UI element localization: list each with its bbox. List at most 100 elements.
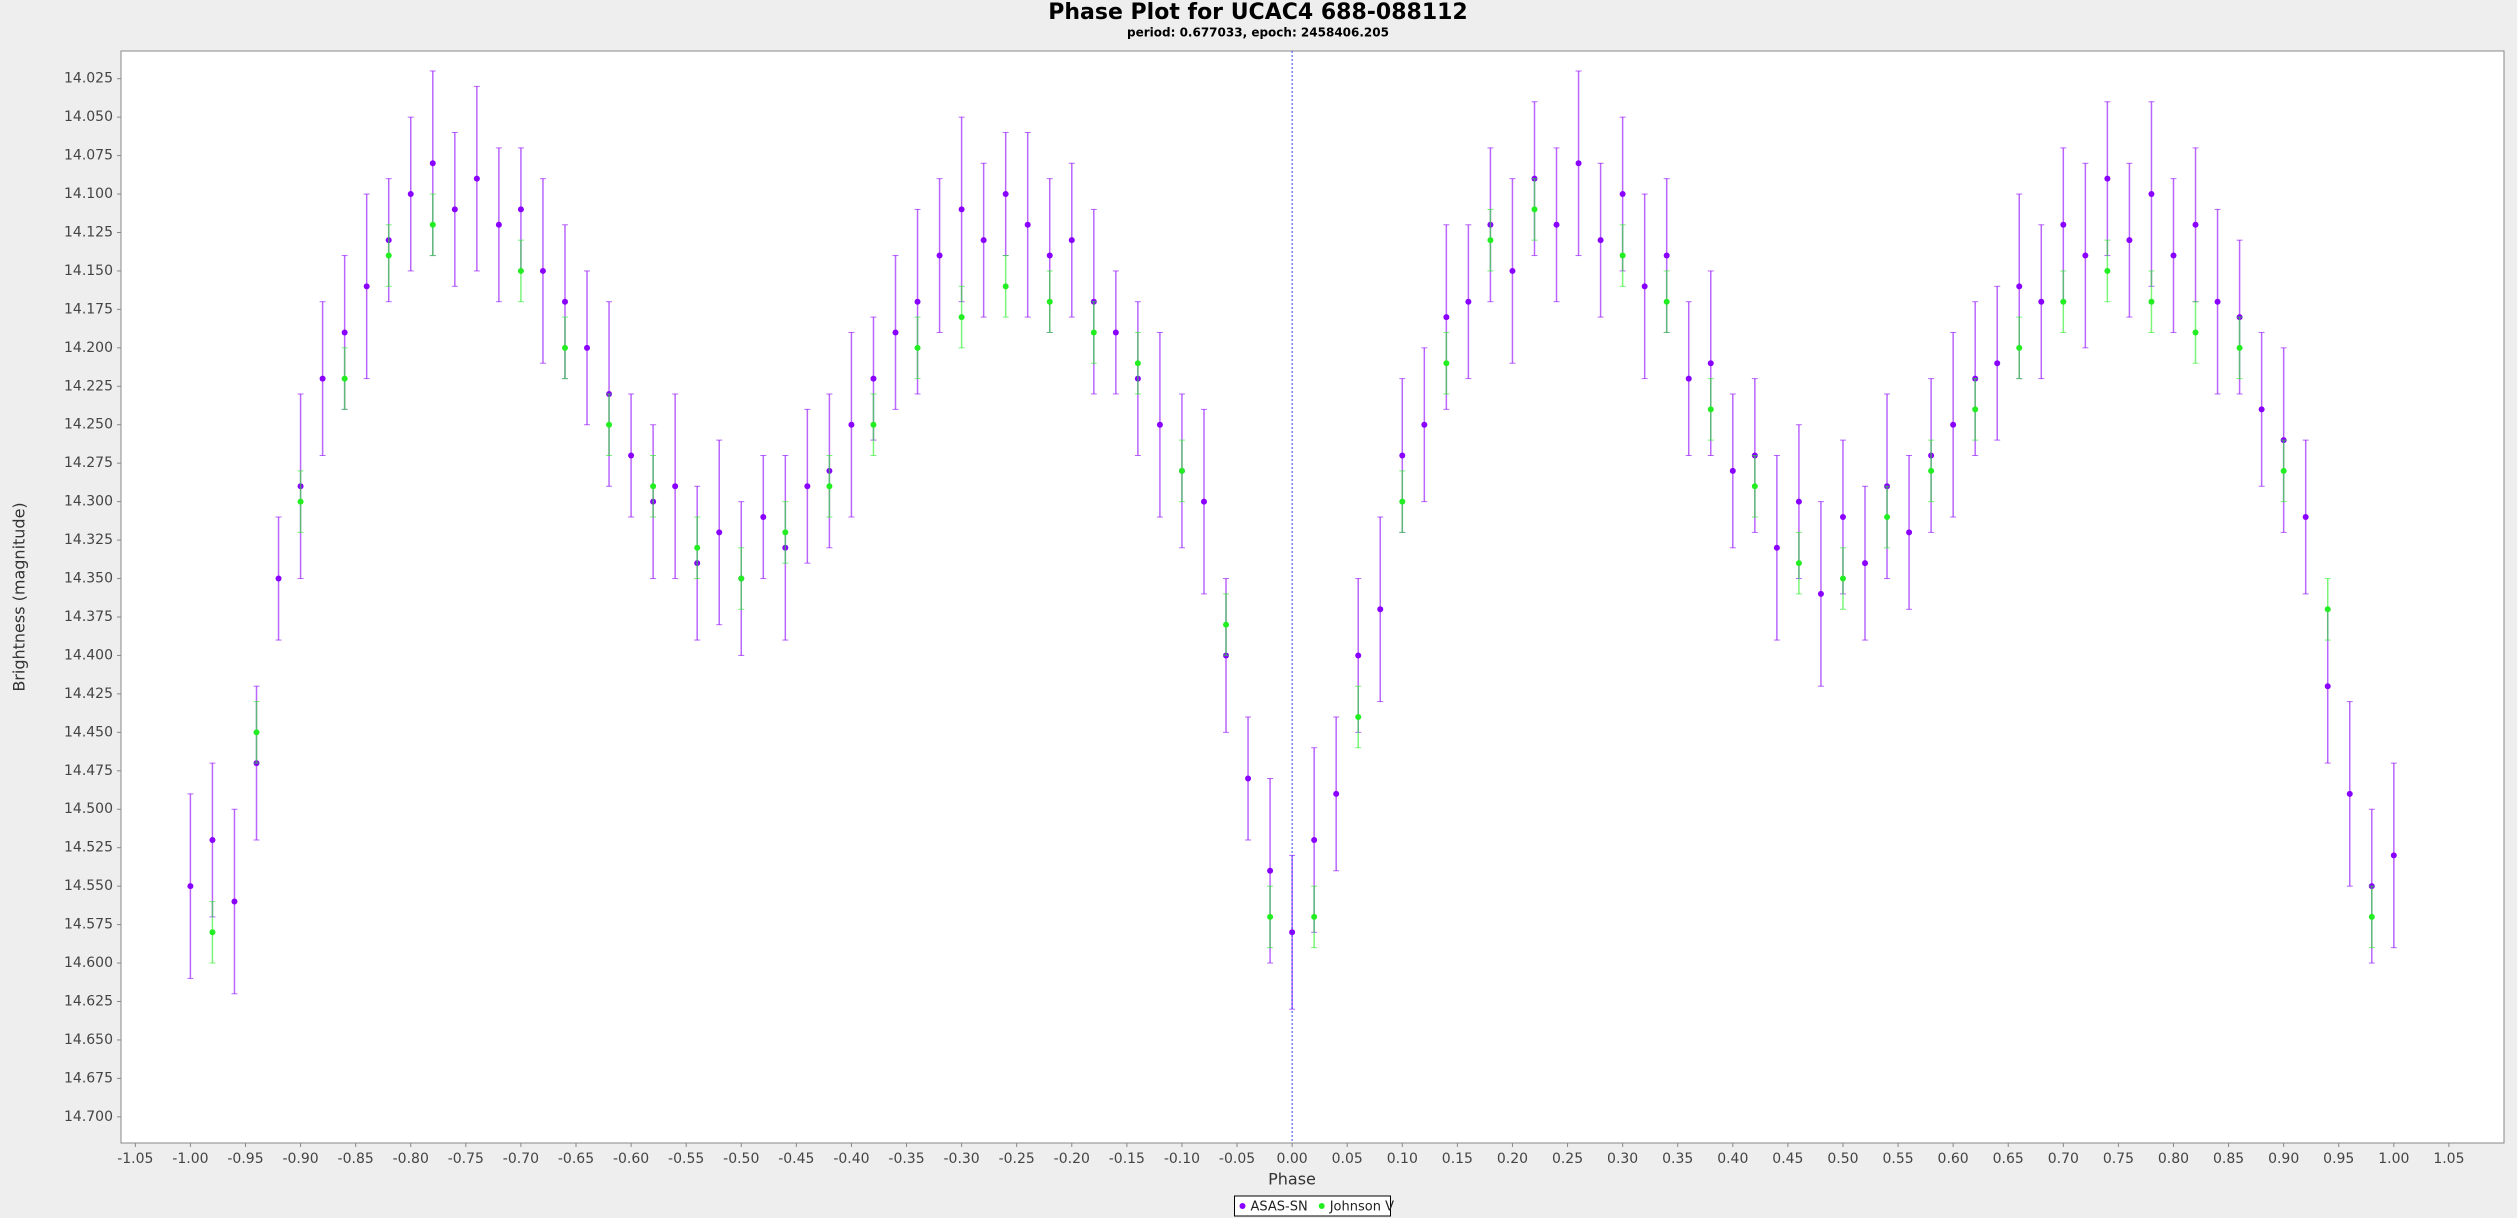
x-tick-label: 0.45 [1772, 1151, 1803, 1167]
data-point [1090, 329, 1097, 336]
data-point [2082, 252, 2089, 259]
data-point [1795, 498, 1802, 505]
data-point [1311, 913, 1318, 920]
data-point [1002, 191, 1009, 198]
data-point [253, 729, 260, 736]
data-point [914, 298, 921, 305]
data-point [2214, 298, 2221, 305]
data-point [319, 375, 326, 382]
x-tick-label: 0.95 [2323, 1151, 2354, 1167]
data-point [1443, 314, 1450, 321]
data-point [2060, 298, 2067, 305]
data-point [517, 206, 524, 213]
data-point [429, 160, 436, 167]
y-tick-label: 14.025 [64, 71, 113, 87]
y-tick-label: 14.700 [64, 1109, 113, 1125]
data-point [1267, 913, 1274, 920]
data-point [870, 375, 877, 382]
data-point [1619, 191, 1626, 198]
x-tick-label: 0.55 [1882, 1151, 1913, 1167]
data-point [2038, 298, 2045, 305]
y-tick-label: 14.500 [64, 801, 113, 817]
y-tick-label: 14.125 [64, 224, 113, 240]
data-point [958, 206, 965, 213]
data-point [2324, 683, 2331, 690]
data-point [2192, 221, 2199, 228]
data-point [958, 314, 965, 321]
x-tick-label: -0.40 [833, 1151, 869, 1167]
x-tick-label: 0.70 [2048, 1151, 2079, 1167]
data-point [1421, 421, 1428, 428]
data-point [1994, 360, 2001, 367]
data-point [694, 544, 701, 551]
chart-subtitle: period: 0.677033, epoch: 2458406.205 [1127, 26, 1389, 40]
data-point [2346, 790, 2353, 797]
y-tick-label: 14.575 [64, 917, 113, 933]
x-tick-label: 0.05 [1332, 1151, 1363, 1167]
data-point [1465, 298, 1472, 305]
x-tick-label: -0.30 [943, 1151, 979, 1167]
plot-area [120, 50, 2505, 1144]
x-tick-label: -0.75 [448, 1151, 484, 1167]
data-point [1619, 252, 1626, 259]
y-tick-label: 14.150 [64, 263, 113, 279]
data-point [2170, 252, 2177, 259]
data-point [1443, 360, 1450, 367]
data-point [1641, 283, 1648, 290]
data-point [1002, 283, 1009, 290]
data-point [1178, 467, 1185, 474]
data-point [936, 252, 943, 259]
data-point [1553, 221, 1560, 228]
x-tick-label: 0.40 [1717, 1151, 1748, 1167]
data-point [561, 298, 568, 305]
y-tick-label: 14.425 [64, 686, 113, 702]
x-tick-label: -0.10 [1164, 1151, 1200, 1167]
x-tick-label: -1.05 [117, 1151, 153, 1167]
y-tick-label: 14.600 [64, 955, 113, 971]
data-point [1333, 790, 1340, 797]
data-point [914, 344, 921, 351]
x-tick-label: 1.05 [2433, 1151, 2464, 1167]
x-tick-label: 0.10 [1387, 1151, 1418, 1167]
data-point [231, 898, 238, 905]
data-point [495, 221, 502, 228]
x-tick-label: 0.60 [1938, 1151, 1969, 1167]
y-tick-label: 14.675 [64, 1070, 113, 1086]
data-point [1245, 775, 1252, 782]
data-point [1355, 652, 1362, 659]
data-point [1685, 375, 1692, 382]
data-point [297, 498, 304, 505]
data-point [451, 206, 458, 213]
data-point [1046, 252, 1053, 259]
x-tick-label: -0.55 [668, 1151, 704, 1167]
series-group [209, 178, 2375, 964]
data-point [980, 237, 987, 244]
data-point [1024, 221, 1031, 228]
x-tick-label: -0.50 [723, 1151, 759, 1167]
x-tick-label: -1.00 [172, 1151, 208, 1167]
x-tick-label: -0.35 [888, 1151, 924, 1167]
data-point [738, 575, 745, 582]
data-point [429, 221, 436, 228]
x-tick-label: 0.90 [2268, 1151, 2299, 1167]
data-point [606, 421, 613, 428]
data-point [892, 329, 899, 336]
y-tick-label: 14.400 [64, 647, 113, 663]
data-point [2126, 237, 2133, 244]
data-point [407, 191, 414, 198]
x-tick-label: 1.00 [2378, 1151, 2409, 1167]
x-tick-label: -0.80 [393, 1151, 429, 1167]
data-point [1839, 575, 1846, 582]
y-tick-label: 14.350 [64, 571, 113, 587]
data-point [1817, 590, 1824, 597]
data-point [1862, 560, 1869, 567]
data-point [1707, 406, 1714, 413]
x-tick-label: 0.50 [1827, 1151, 1858, 1167]
y-tick-label: 14.625 [64, 994, 113, 1010]
y-tick-label: 14.250 [64, 417, 113, 433]
x-tick-label: -0.05 [1219, 1151, 1255, 1167]
data-point [650, 483, 657, 490]
data-point [716, 529, 723, 536]
data-point [1156, 421, 1163, 428]
x-tick-label: 0.15 [1442, 1151, 1473, 1167]
